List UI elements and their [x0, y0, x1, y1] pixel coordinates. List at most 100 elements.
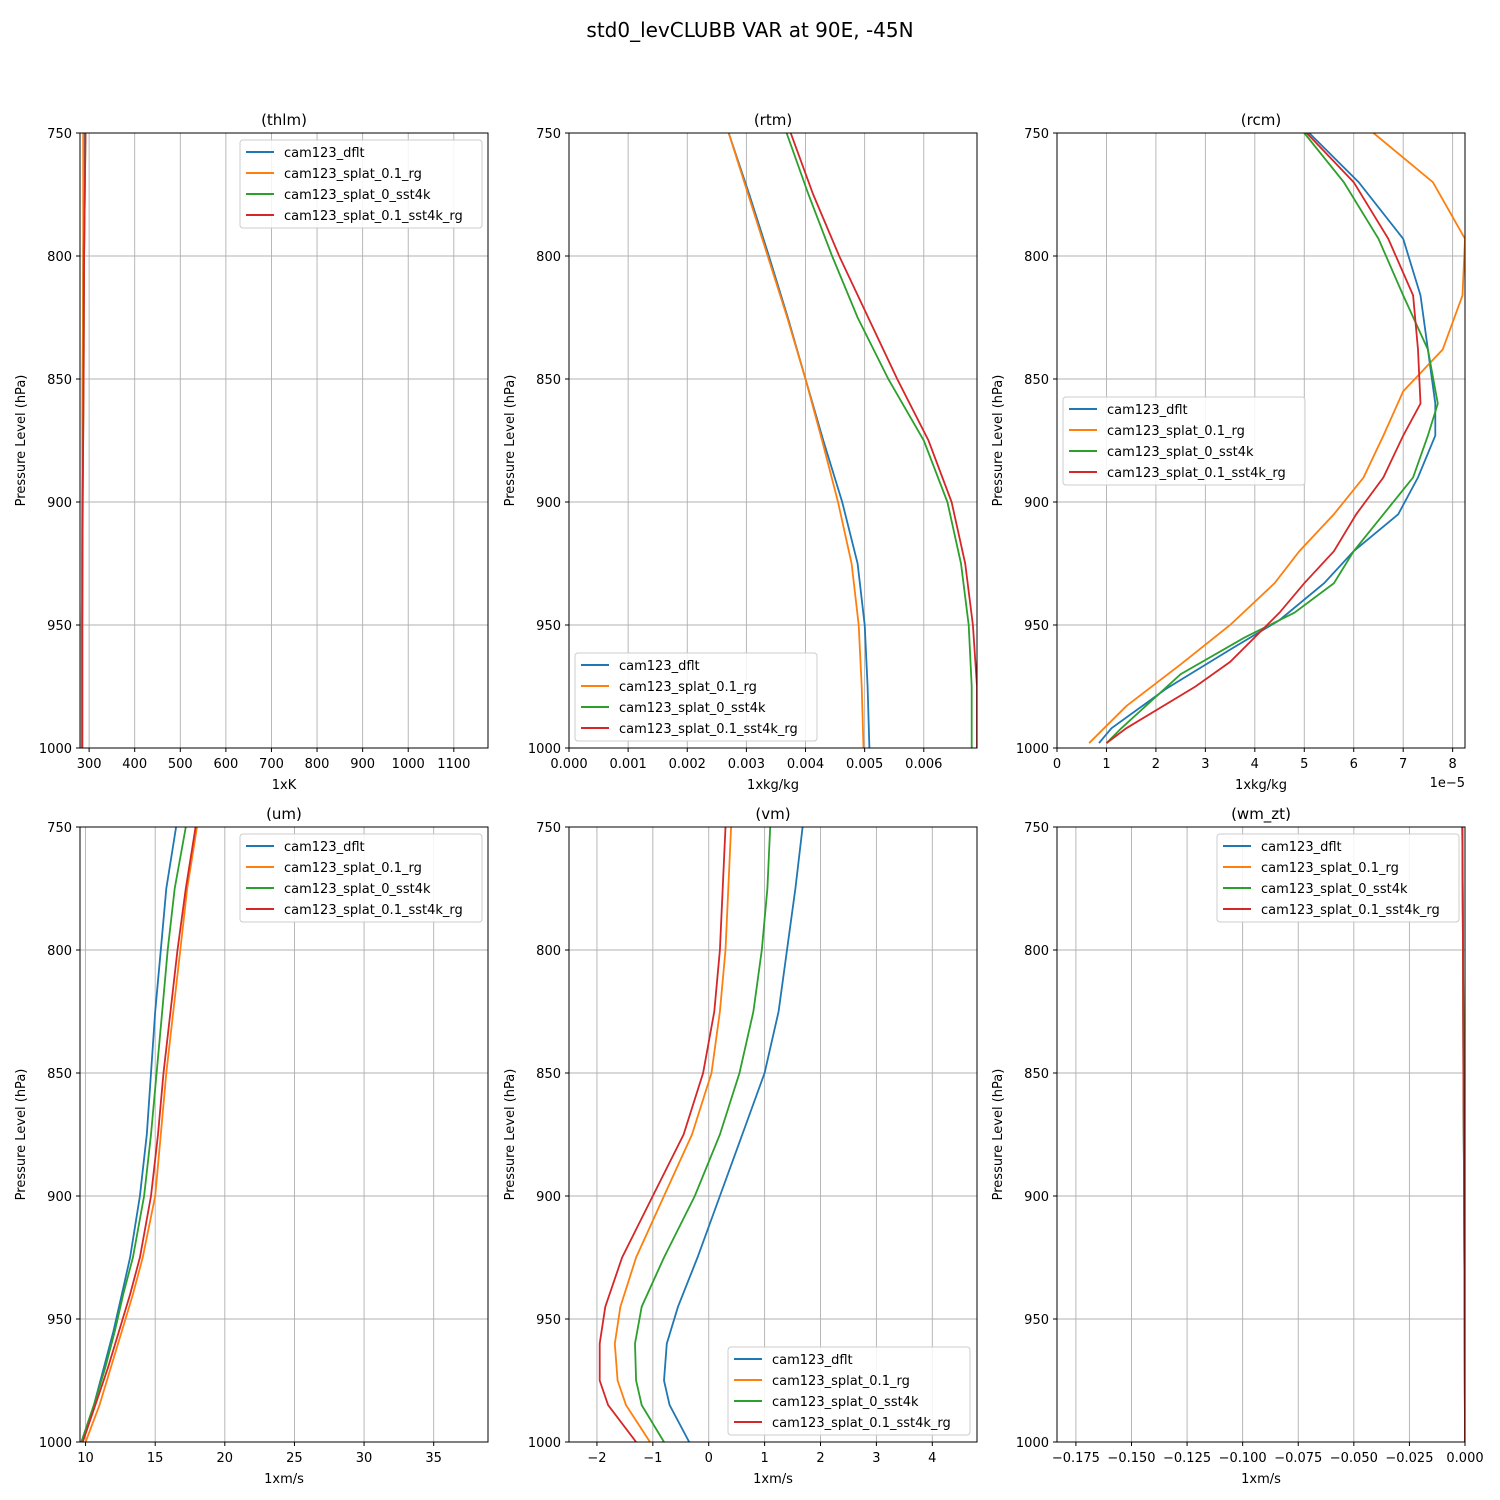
figure-title: std0_levCLUBB VAR at 90E, -45N — [586, 18, 913, 42]
x-tick-label: 1000 — [392, 757, 425, 772]
x-tick-label: 0.001 — [610, 757, 647, 772]
y-tick-label: 750 — [536, 127, 561, 142]
legend-label: cam123_splat_0_sst4k — [284, 188, 431, 203]
x-tick-label: 1 — [1102, 757, 1110, 772]
x-tick-label: 3 — [1201, 757, 1209, 772]
legend-label: cam123_splat_0_sst4k — [772, 1395, 919, 1410]
plot-area-frame — [1056, 132, 1466, 749]
legend-label: cam123_splat_0_sst4k — [284, 882, 431, 897]
x-tick-label: 0 — [705, 1451, 713, 1466]
legend-label: cam123_dflt — [284, 840, 365, 855]
y-tick-label: 900 — [47, 1190, 72, 1205]
x-tick-label: 25 — [286, 1451, 303, 1466]
y-tick-label: 900 — [1024, 1190, 1049, 1205]
y-tick-label: 850 — [47, 1067, 72, 1082]
x-tick-label: 900 — [350, 757, 375, 772]
legend-box — [239, 833, 483, 923]
y-axis-label: Pressure Level (hPa) — [991, 375, 1006, 507]
y-tick-label: 850 — [536, 1067, 561, 1082]
y-tick-label: 850 — [1024, 1067, 1049, 1082]
y-axis-label: Pressure Level (hPa) — [14, 375, 29, 507]
legend-box — [1216, 833, 1460, 923]
subplot-title: (rcm) — [1241, 111, 1281, 129]
x-tick-label: 2 — [1152, 757, 1160, 772]
legend-label: cam123_dflt — [619, 659, 700, 674]
y-axis-label: Pressure Level (hPa) — [503, 1069, 518, 1201]
x-tick-label: 35 — [425, 1451, 442, 1466]
y-axis-label: Pressure Level (hPa) — [503, 375, 518, 507]
legend-label: cam123_splat_0.1_rg — [619, 680, 757, 695]
y-tick-label: 1000 — [1016, 1436, 1049, 1451]
plot-area-frame — [1056, 826, 1466, 1443]
legend-label: cam123_splat_0.1_sst4k_rg — [1107, 466, 1286, 481]
subplot-title: (rtm) — [754, 111, 792, 129]
x-tick-label: 20 — [217, 1451, 234, 1466]
subplot-title: (vm) — [755, 805, 790, 823]
subplot-title: (thlm) — [261, 111, 307, 129]
legend-box — [1062, 396, 1306, 486]
series-line-1 — [663, 827, 804, 1442]
x-tick-label: 0.000 — [550, 757, 587, 772]
series-line-4 — [1105, 133, 1422, 744]
axis-offset-text: 1e−5 — [1430, 776, 1465, 791]
series-line-1 — [80, 827, 177, 1442]
y-tick-label: 800 — [47, 944, 72, 959]
y-tick-label: 800 — [536, 250, 561, 265]
y-tick-label: 950 — [1024, 619, 1049, 634]
x-tick-label: −0.100 — [1219, 1451, 1267, 1466]
x-tick-label: 0.006 — [905, 757, 942, 772]
plot-area-frame — [568, 826, 978, 1443]
x-tick-label: 0.000 — [1446, 1451, 1483, 1466]
x-tick-label: −0.150 — [1107, 1451, 1155, 1466]
subplot-1: 0.000 0.001 0.002 0.003 0.004 0.005 0.006 750 80… — [503, 111, 978, 793]
y-tick-label: 900 — [1024, 496, 1049, 511]
y-tick-label: 900 — [536, 1190, 561, 1205]
plot-area-frame — [568, 132, 978, 749]
y-tick-label: 950 — [47, 1313, 72, 1328]
y-tick-label: 1000 — [528, 742, 561, 757]
x-axis-label: 1xm/s — [264, 1472, 304, 1487]
x-axis-label: 1xK — [272, 778, 297, 793]
x-tick-label: −0.075 — [1274, 1451, 1322, 1466]
y-axis-label: Pressure Level (hPa) — [14, 1069, 29, 1201]
series-line-2 — [613, 827, 732, 1442]
legend: cam123_dflt cam123_splat_0.1_rg cam123_spl… — [574, 652, 818, 742]
x-tick-label: −2 — [587, 1451, 606, 1466]
x-tick-label: 400 — [122, 757, 147, 772]
y-tick-label: 950 — [536, 619, 561, 634]
series-line-4 — [81, 827, 197, 1442]
x-tick-label: −0.025 — [1385, 1451, 1433, 1466]
x-tick-label: 300 — [77, 757, 102, 772]
legend-label: cam123_splat_0.1_sst4k_rg — [619, 722, 798, 737]
x-tick-label: 0.003 — [728, 757, 765, 772]
plot-area-frame — [79, 132, 489, 749]
legend-label: cam123_splat_0.1_sst4k_rg — [772, 1416, 951, 1431]
legend-label: cam123_dflt — [772, 1353, 853, 1368]
x-tick-label: −0.175 — [1052, 1451, 1100, 1466]
x-tick-label: 1100 — [437, 757, 470, 772]
x-axis-label: 1xkg/kg — [747, 778, 799, 793]
series-line-4 — [81, 133, 87, 748]
y-tick-label: 950 — [536, 1313, 561, 1328]
y-tick-label: 1000 — [528, 1436, 561, 1451]
x-tick-label: 5 — [1300, 757, 1308, 772]
subplot-5: −0.175 −0.150 −0.125 −0.100 −0.075 −0.050 −0.0… — [991, 805, 1484, 1487]
legend: cam123_dflt cam123_splat_0.1_rg cam123_spl… — [1216, 833, 1460, 923]
series-line-1 — [1098, 133, 1437, 744]
legend-box — [727, 1346, 971, 1436]
series-line-3 — [634, 827, 772, 1442]
legend-box — [574, 652, 818, 742]
x-axis-label: 1xm/s — [1241, 1472, 1281, 1487]
x-tick-label: 15 — [147, 1451, 164, 1466]
x-tick-label: 1 — [760, 1451, 768, 1466]
legend-label: cam123_dflt — [1107, 403, 1188, 418]
legend-label: cam123_splat_0_sst4k — [619, 701, 766, 716]
x-axis-label: 1xm/s — [753, 1472, 793, 1487]
legend-label: cam123_splat_0.1_rg — [772, 1374, 910, 1389]
legend-label: cam123_splat_0_sst4k — [1107, 445, 1254, 460]
y-tick-label: 750 — [536, 821, 561, 836]
y-tick-label: 800 — [1024, 944, 1049, 959]
y-tick-label: 750 — [1024, 821, 1049, 836]
y-tick-label: 850 — [47, 373, 72, 388]
subplot-4: −2 −1 0 1 2 3 4 750 800 850 900 950 1000 (vm) 1xm/s Pre… — [503, 805, 978, 1487]
